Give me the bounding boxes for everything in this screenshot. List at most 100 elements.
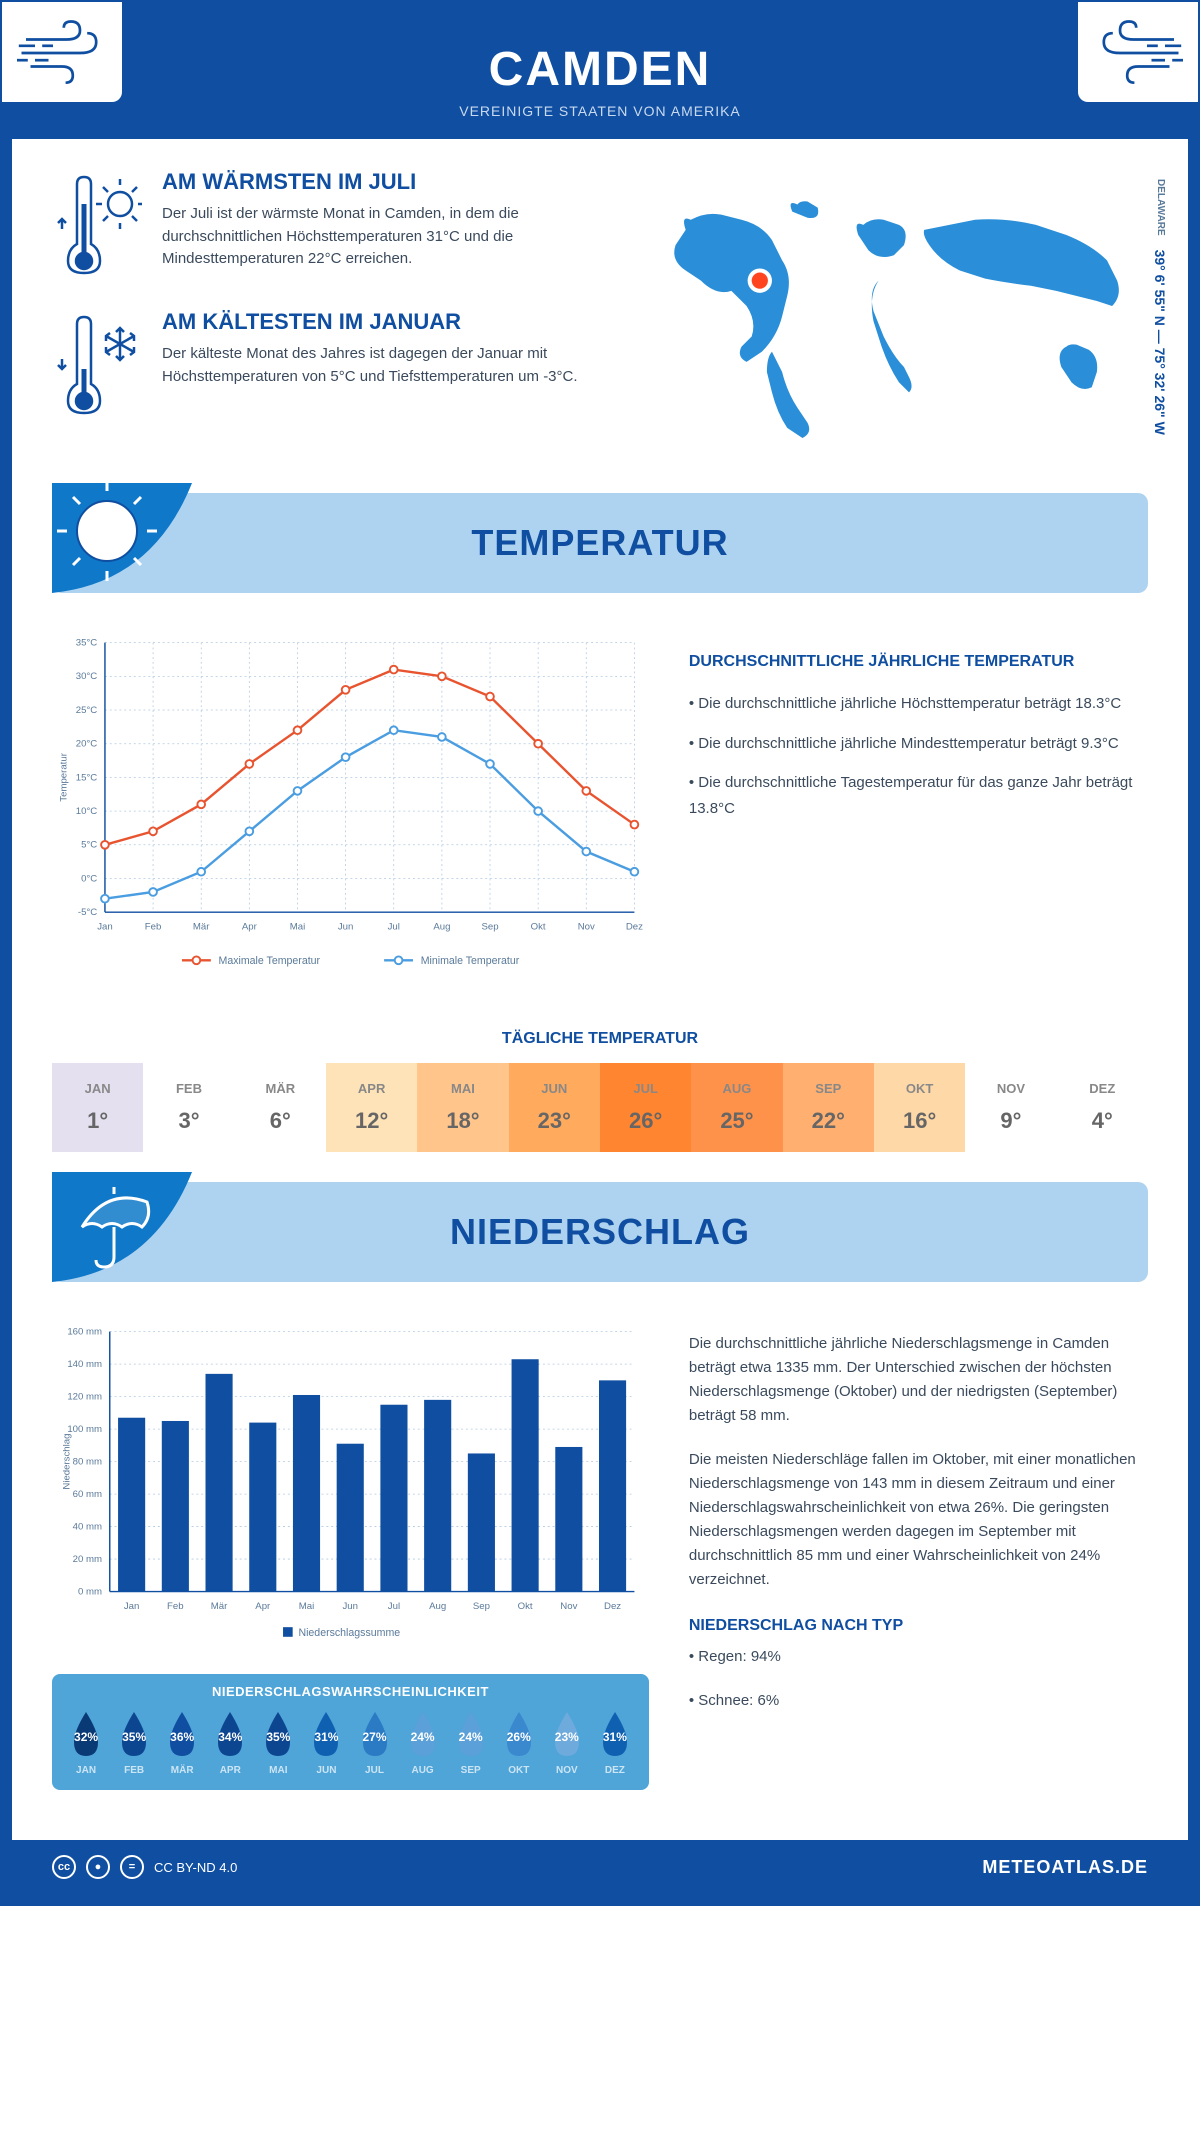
daily-temp-cell: MAI18° [417, 1063, 508, 1152]
page-title: CAMDEN [12, 42, 1188, 97]
svg-text:Sep: Sep [473, 1601, 490, 1612]
probability-item: 36% MÄR [160, 1709, 204, 1776]
probability-title: NIEDERSCHLAGSWAHRSCHEINLICHKEIT [64, 1684, 637, 1699]
svg-text:20 mm: 20 mm [73, 1554, 102, 1565]
svg-text:20°C: 20°C [76, 739, 98, 750]
precip-rain: • Regen: 94% [689, 1645, 1148, 1669]
svg-text:25°C: 25°C [76, 705, 98, 716]
daily-temp-title: TÄGLICHE TEMPERATUR [12, 1030, 1188, 1048]
thermometer-snow-icon [52, 309, 142, 419]
temp-bullet-3: • Die durchschnittliche Tagestemperatur … [689, 770, 1148, 821]
svg-text:Apr: Apr [255, 1601, 271, 1612]
precipitation-banner: NIEDERSCHLAG [52, 1182, 1148, 1282]
page-subtitle: VEREINIGTE STAATEN VON AMERIKA [12, 103, 1188, 119]
probability-strip: NIEDERSCHLAGSWAHRSCHEINLICHKEIT 32% JAN … [52, 1674, 649, 1790]
daily-temp-cell: DEZ4° [1057, 1063, 1148, 1152]
svg-text:60 mm: 60 mm [73, 1489, 102, 1500]
wind-icon-right [1078, 2, 1198, 102]
svg-text:Okt: Okt [518, 1601, 533, 1612]
svg-text:Mai: Mai [299, 1601, 314, 1612]
precipitation-bar-chart: 0 mm20 mm40 mm60 mm80 mm100 mm120 mm140 … [52, 1322, 649, 1649]
svg-text:Jun: Jun [338, 922, 354, 933]
temperature-section: -5°C0°C5°C10°C15°C20°C25°C30°C35°CJanFeb… [12, 613, 1188, 1000]
infographic-page: CAMDEN VEREINIGTE STAATEN VON AMERIKA [0, 0, 1200, 1906]
svg-text:Dez: Dez [626, 922, 643, 933]
site-name: METEOATLAS.DE [982, 1857, 1148, 1878]
svg-text:10°C: 10°C [76, 806, 98, 817]
daily-temp-cell: NOV9° [965, 1063, 1056, 1152]
svg-text:Apr: Apr [242, 922, 258, 933]
svg-text:Minimale Temperatur: Minimale Temperatur [421, 955, 520, 967]
svg-text:Jan: Jan [124, 1601, 140, 1612]
probability-item: 35% FEB [112, 1709, 156, 1776]
svg-text:Jul: Jul [388, 922, 400, 933]
warmest-title: AM WÄRMSTEN IM JULI [162, 169, 610, 195]
wind-icon-left [2, 2, 122, 102]
probability-item: 27% JUL [352, 1709, 396, 1776]
precip-p2: Die meisten Niederschläge fallen im Okto… [689, 1448, 1148, 1592]
daily-temp-cell: JUL26° [600, 1063, 691, 1152]
daily-temp-cell: OKT16° [874, 1063, 965, 1152]
precipitation-section: 0 mm20 mm40 mm60 mm80 mm100 mm120 mm140 … [12, 1302, 1188, 1810]
svg-text:-5°C: -5°C [78, 907, 97, 918]
daily-temp-cell: JAN1° [52, 1063, 143, 1152]
svg-text:15°C: 15°C [76, 773, 98, 784]
svg-text:Maximale Temperatur: Maximale Temperatur [219, 955, 321, 967]
svg-text:Jan: Jan [97, 922, 113, 933]
svg-text:Dez: Dez [604, 1601, 621, 1612]
intro-section: AM WÄRMSTEN IM JULI Der Juli ist der wär… [12, 139, 1188, 473]
svg-text:Sep: Sep [481, 922, 498, 933]
probability-item: 35% MAI [256, 1709, 300, 1776]
daily-temp-cell: FEB3° [143, 1063, 234, 1152]
license-label: CC BY-ND 4.0 [154, 1860, 237, 1875]
svg-text:Okt: Okt [531, 922, 546, 933]
svg-text:0 mm: 0 mm [78, 1586, 102, 1597]
svg-text:Aug: Aug [429, 1601, 446, 1612]
license-block: cc ● = CC BY-ND 4.0 [52, 1855, 237, 1879]
probability-item: 23% NOV [545, 1709, 589, 1776]
thermometer-sun-icon [52, 169, 142, 279]
coldest-block: AM KÄLTESTEN IM JANUAR Der kälteste Mona… [52, 309, 610, 419]
by-icon: ● [86, 1855, 110, 1879]
temp-info-title: DURCHSCHNITTLICHE JÄHRLICHE TEMPERATUR [689, 653, 1148, 671]
svg-text:100 mm: 100 mm [67, 1424, 102, 1435]
world-map-svg [640, 169, 1148, 453]
precipitation-title: NIEDERSCHLAG [450, 1211, 750, 1253]
warmest-block: AM WÄRMSTEN IM JULI Der Juli ist der wär… [52, 169, 610, 279]
probability-item: 31% JUN [304, 1709, 348, 1776]
longitude: 75° 32' 26" W [1152, 348, 1168, 435]
svg-text:140 mm: 140 mm [67, 1359, 102, 1370]
svg-text:Nov: Nov [578, 922, 595, 933]
svg-text:40 mm: 40 mm [73, 1521, 102, 1532]
svg-text:Temperatur: Temperatur [58, 753, 69, 802]
svg-text:Mai: Mai [290, 922, 305, 933]
precip-p1: Die durchschnittliche jährliche Niedersc… [689, 1332, 1148, 1428]
svg-text:Aug: Aug [433, 922, 450, 933]
daily-temp-table: JAN1°FEB3°MÄR6°APR12°MAI18°JUN23°JUL26°A… [52, 1063, 1148, 1152]
precip-type-title: NIEDERSCHLAG NACH TYP [689, 1617, 1148, 1635]
svg-text:Niederschlagssumme: Niederschlagssumme [298, 1627, 400, 1639]
svg-text:30°C: 30°C [76, 671, 98, 682]
temp-bullet-1: • Die durchschnittliche jährliche Höchst… [689, 691, 1148, 717]
svg-text:Jul: Jul [388, 1601, 400, 1612]
daily-temp-cell: MÄR6° [235, 1063, 326, 1152]
daily-temp-cell: JUN23° [509, 1063, 600, 1152]
coordinates: DELAWARE 39° 6' 55" N — 75° 32' 26" W [1152, 179, 1168, 435]
warmest-text: Der Juli ist der wärmste Monat in Camden… [162, 203, 610, 271]
temperature-title: TEMPERATUR [471, 522, 728, 564]
svg-text:Nov: Nov [560, 1601, 577, 1612]
header: CAMDEN VEREINIGTE STAATEN VON AMERIKA [12, 12, 1188, 139]
probability-item: 24% SEP [449, 1709, 493, 1776]
svg-text:Feb: Feb [167, 1601, 184, 1612]
temp-bullet-2: • Die durchschnittliche jährliche Mindes… [689, 731, 1148, 757]
svg-text:0°C: 0°C [81, 874, 97, 885]
probability-item: 34% APR [208, 1709, 252, 1776]
cc-icon: cc [52, 1855, 76, 1879]
precip-snow: • Schnee: 6% [689, 1689, 1148, 1713]
svg-text:5°C: 5°C [81, 840, 97, 851]
svg-text:Mär: Mär [193, 922, 210, 933]
precipitation-info: Die durchschnittliche jährliche Niedersc… [689, 1322, 1148, 1790]
probability-item: 26% OKT [497, 1709, 541, 1776]
temperature-banner: TEMPERATUR [52, 493, 1148, 593]
world-map: DELAWARE 39° 6' 55" N — 75° 32' 26" W [640, 169, 1148, 453]
